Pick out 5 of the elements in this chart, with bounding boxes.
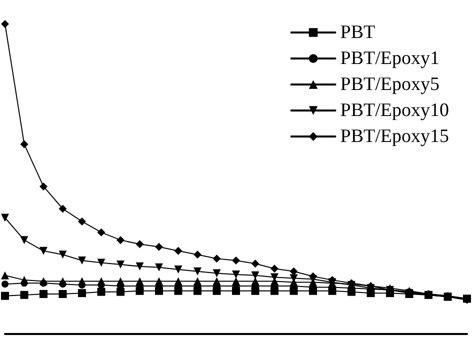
legend-label: PBT/Epoxy1 bbox=[340, 48, 440, 69]
legend-label: PBT/Epoxy15 bbox=[340, 126, 450, 147]
legend-label: PBT bbox=[340, 22, 376, 43]
legend-label: PBT/Epoxy10 bbox=[340, 100, 450, 121]
legend-label: PBT/Epoxy5 bbox=[340, 74, 440, 95]
